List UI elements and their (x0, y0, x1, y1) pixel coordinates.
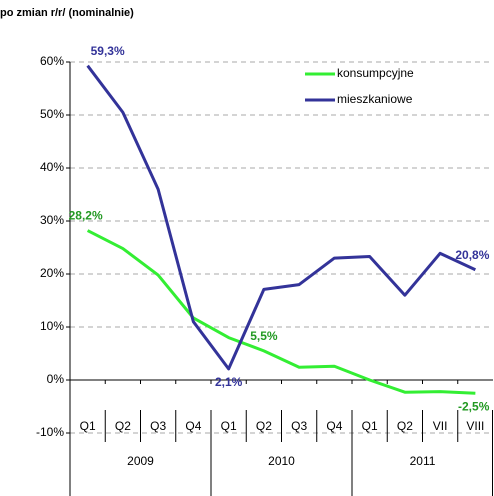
legend-label: konsumpcyjne (337, 66, 414, 80)
data-label: 20,8% (455, 248, 489, 262)
x-tick-label: VIII (466, 419, 484, 433)
x-tick-label: Q2 (397, 419, 413, 433)
x-tick-label: Q4 (326, 419, 342, 433)
x-tick-label: Q3 (150, 419, 166, 433)
series-line (86, 229, 476, 395)
group-label: 2009 (127, 454, 154, 468)
x-tick-label: Q3 (291, 419, 307, 433)
y-tick-label: 0% (47, 372, 65, 386)
data-label: 2,1% (215, 375, 243, 389)
chart-title: po zmian r/r/ (nominalnie) (0, 7, 134, 19)
y-tick-label: 20% (40, 266, 64, 280)
x-tick-label: Q4 (185, 419, 201, 433)
x-tick-label: Q1 (80, 419, 96, 433)
legend-label: mieszkaniowe (337, 92, 413, 106)
y-tick-label: 60% (40, 54, 64, 68)
series-line (86, 64, 477, 371)
y-tick-label: 10% (40, 319, 64, 333)
x-tick-label: VII (433, 419, 448, 433)
data-label: 59,3% (91, 44, 125, 58)
data-label: 28,2% (69, 209, 103, 223)
x-tick-label: Q1 (221, 419, 237, 433)
group-label: 2010 (268, 454, 295, 468)
y-tick-label: -10% (36, 425, 64, 439)
y-tick-label: 40% (40, 160, 64, 174)
y-tick-label: 30% (40, 213, 64, 227)
data-label: 5,5% (250, 329, 278, 343)
x-tick-label: Q2 (256, 419, 272, 433)
x-tick-label: Q2 (115, 419, 131, 433)
group-label: 2011 (410, 454, 436, 468)
x-tick-label: Q1 (362, 419, 378, 433)
y-tick-label: 50% (40, 107, 64, 121)
data-label: -2,5% (458, 399, 490, 413)
